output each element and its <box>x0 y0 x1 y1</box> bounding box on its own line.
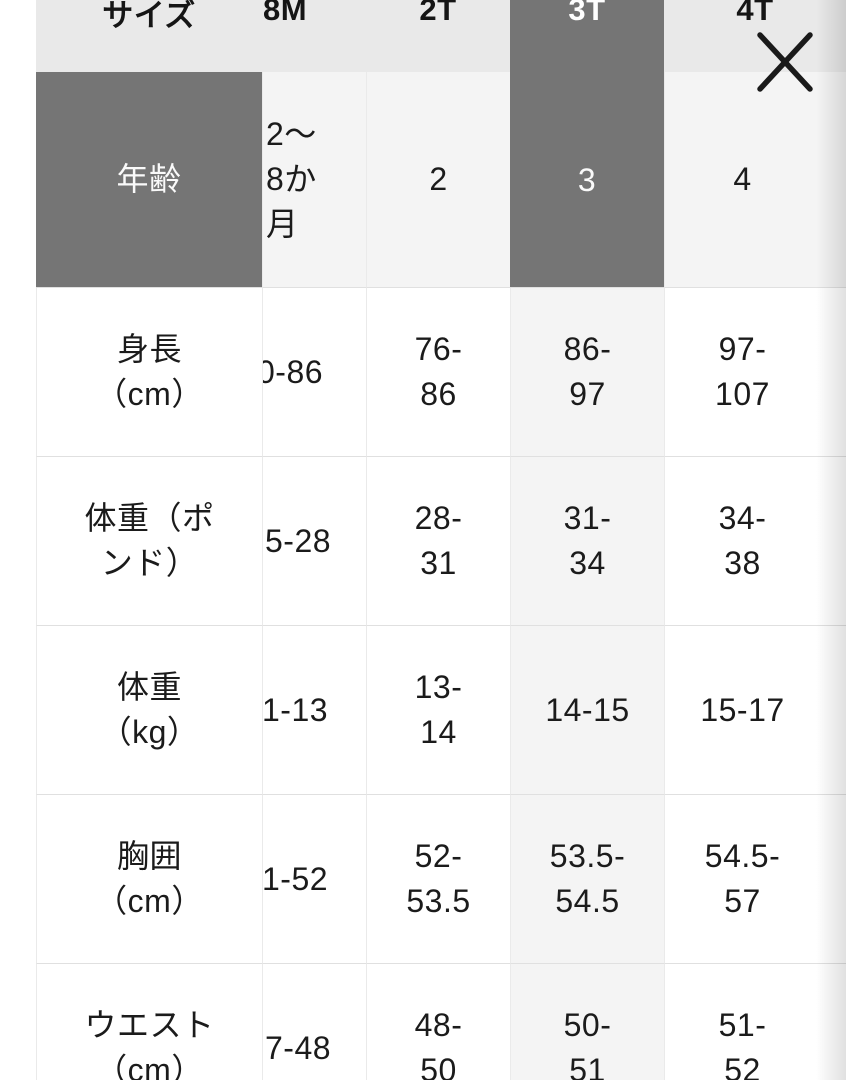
row-label-age: 年齢 <box>36 72 262 288</box>
cell-text: 1-52 <box>262 860 329 897</box>
cell-text: 身長 <box>116 331 182 367</box>
cell-text: 1-13 <box>262 691 329 728</box>
cell-waist-cm-2T: 48- 50 <box>366 964 510 1080</box>
header-cell-3T: 3T <box>568 0 606 27</box>
cell-text: （kg） <box>99 714 200 750</box>
cell-chest-cm-3T: 53.5- 54.5 <box>510 795 664 964</box>
header-cell-2T: 2T <box>419 0 457 27</box>
selected-column-highlight <box>510 0 664 288</box>
cell-text: 52- <box>414 838 463 874</box>
cell-chest-cm-8M: 1-52 <box>262 795 366 964</box>
cell-text: 57 <box>724 883 761 919</box>
cell-text: 51 <box>569 1052 606 1080</box>
cell-text: 86 <box>420 376 457 412</box>
cell-text: 4 <box>733 161 752 197</box>
header-cell-4T: 4T <box>736 0 774 27</box>
cell-text: 3 <box>577 161 597 198</box>
cell-text: 51- <box>718 1007 767 1043</box>
cell-text: 31 <box>420 545 457 581</box>
cell-text: 5-28 <box>265 522 332 559</box>
row-label-height-cm: 身長 （cm） <box>36 288 262 457</box>
cell-text: 15-17 <box>700 691 785 728</box>
header-cell-size: サイズ <box>102 0 196 33</box>
cell-text: 年齢 <box>116 161 182 197</box>
row-label-waist-cm: ウエスト （cm） <box>36 964 262 1080</box>
cell-weight-lb-4T: 34- 38 <box>664 457 846 626</box>
cell-height-cm-2T: 76- 86 <box>366 288 510 457</box>
cell-text: 2 <box>429 161 448 197</box>
cell-weight-kg-8M: 1-13 <box>262 626 366 795</box>
cell-text: 50- <box>563 1007 612 1043</box>
cell-text: 8か <box>266 161 317 197</box>
cell-text: 31- <box>563 500 612 536</box>
cell-text: 体重（ポ <box>84 500 215 536</box>
cell-text: 14 <box>420 714 457 750</box>
cell-text: 13- <box>414 669 463 705</box>
cell-weight-kg-4T: 15-17 <box>664 626 846 795</box>
cell-weight-lb-3T: 31- 34 <box>510 457 664 626</box>
cell-text: 体重 <box>116 669 182 705</box>
close-button[interactable] <box>750 26 820 98</box>
cell-text: 53.5- <box>549 838 626 874</box>
cell-text: 54.5 <box>555 883 620 919</box>
cell-text: 月 <box>266 206 299 242</box>
cell-waist-cm-4T: 51- 52 <box>664 964 846 1080</box>
row-label-weight-lb: 体重（ポンド） <box>36 457 262 626</box>
cell-height-cm-4T: 97- 107 <box>664 288 846 457</box>
cell-text: 107 <box>715 376 770 412</box>
cell-text: 胸囲 <box>116 838 182 874</box>
row-label-chest-cm: 胸囲 （cm） <box>36 795 262 964</box>
cell-waist-cm-8M: 7-48 <box>262 964 366 1080</box>
cell-text: （cm） <box>95 1052 204 1080</box>
cell-age-8M: 2〜 8か月 <box>262 72 366 288</box>
row-label-weight-kg: 体重 （kg） <box>36 626 262 795</box>
cell-text: 50 <box>420 1052 457 1080</box>
cell-age-3T: 3 <box>510 72 664 288</box>
cell-chest-cm-2T: 52- 53.5 <box>366 795 510 964</box>
close-icon <box>757 32 813 92</box>
cell-weight-lb-2T: 28- 31 <box>366 457 510 626</box>
cell-age-2T: 2 <box>366 72 510 288</box>
cell-waist-cm-3T: 50- 51 <box>510 964 664 1080</box>
cell-text: 14-15 <box>545 691 630 728</box>
cell-text: 52 <box>724 1052 761 1080</box>
cell-text: ンド） <box>100 545 199 581</box>
cell-weight-lb-8M: 5-28 <box>262 457 366 626</box>
cell-text: ウエスト <box>84 1007 215 1043</box>
table-header-background <box>36 0 846 72</box>
cell-text: （cm） <box>95 376 204 412</box>
cell-text: 97- <box>718 331 767 367</box>
cell-text: （cm） <box>95 883 204 919</box>
cell-text: 38 <box>724 545 761 581</box>
cell-height-cm-8M: 0-86 <box>262 288 366 457</box>
cell-chest-cm-4T: 54.5- 57 <box>664 795 846 964</box>
cell-text: 34- <box>718 500 767 536</box>
cell-text: 86- <box>563 331 612 367</box>
cell-age-4T: 4 <box>664 72 846 288</box>
cell-text: 2〜 <box>266 116 317 152</box>
cell-text: 97 <box>569 376 606 412</box>
cell-weight-kg-3T: 14-15 <box>510 626 664 795</box>
cell-height-cm-3T: 86- 97 <box>510 288 664 457</box>
cell-text: 34 <box>569 545 606 581</box>
header-cell-8M: 8M <box>263 0 308 27</box>
cell-text: 76- <box>414 331 463 367</box>
cell-text: 7-48 <box>265 1029 332 1066</box>
cell-text: 54.5- <box>704 838 781 874</box>
cell-weight-kg-2T: 13- 14 <box>366 626 510 795</box>
cell-text: 48- <box>414 1007 463 1043</box>
cell-text: 28- <box>414 500 463 536</box>
cell-text: 53.5 <box>406 883 471 919</box>
cell-text: 0-86 <box>262 353 324 390</box>
